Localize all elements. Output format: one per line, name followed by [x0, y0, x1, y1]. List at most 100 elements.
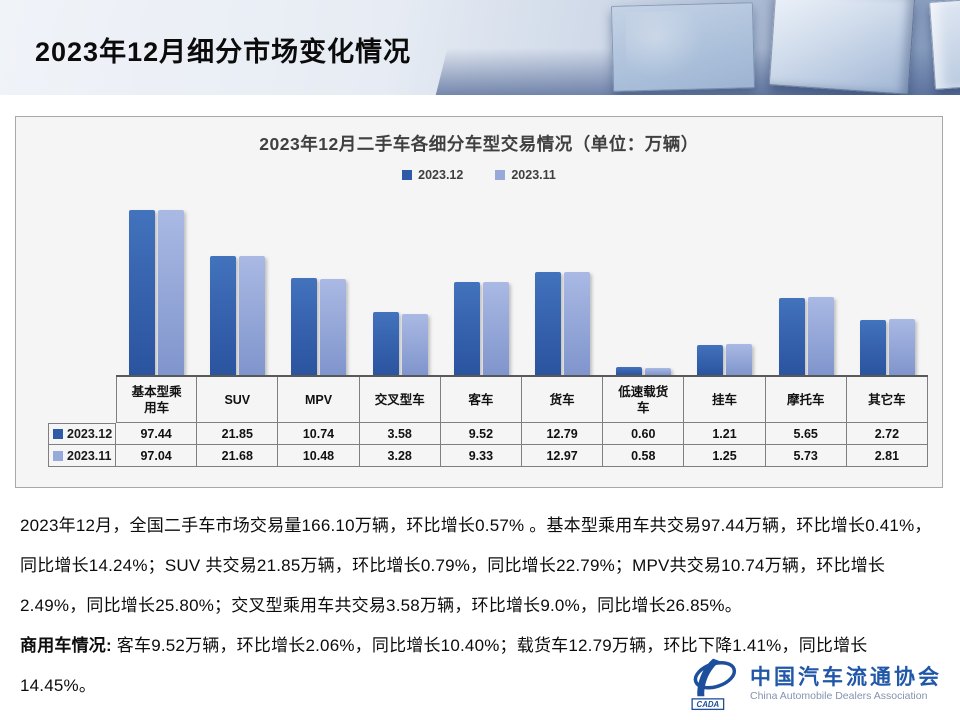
table-row-2023-11: 2023.11 97.04 21.68 10.48 3.28 9.33 12.97 0.58… [48, 445, 928, 467]
value-2023.11-基本型乘用车: 97.04 [116, 445, 198, 467]
bar-2023.12-SUV [210, 256, 237, 375]
bar-2023.12-基本型乘用车 [129, 210, 156, 375]
bar-2023.12-挂车 [697, 345, 724, 375]
plot-left-spacer [48, 185, 116, 377]
value-2023.11-低速载货车: 0.58 [603, 445, 685, 467]
column-header-摩托车: 摩托车 [765, 377, 847, 423]
value-2023.11-其它车: 2.81 [846, 445, 928, 467]
org-name-cn: 中国汽车流通协会 [750, 664, 942, 689]
value-2023.11-挂车: 1.25 [684, 445, 766, 467]
bar-2023.12-低速载货车 [616, 367, 643, 375]
bar-group-摩托车 [766, 185, 847, 375]
legend-item-2023-12: 2023.12 [402, 168, 463, 182]
cada-emblem-icon: CADA [691, 658, 737, 711]
value-2023.12-交叉型车: 3.58 [359, 423, 441, 445]
commercial-rest: 客车9.52万辆，环比增长2.06%，同比增长10.40%；载货车12.79万辆… [20, 636, 868, 695]
chart-card: 2023年12月二手车各细分车型交易情况（单位：万辆） 2023.12 2023… [15, 116, 943, 488]
header-banner: 2023年12月细分市场变化情况 [0, 0, 960, 95]
legend-label-2023-12: 2023.12 [418, 168, 464, 182]
bar-group-SUV [197, 185, 278, 375]
cube-graphic-2 [768, 0, 916, 95]
table-row-2023-12: 2023.12 97.44 21.85 10.74 3.58 9.52 12.79 0.60… [48, 423, 928, 445]
bar-group-MPV [278, 185, 359, 375]
column-header-基本型乘用车: 基本型乘用车 [116, 377, 198, 423]
column-header-其它车: 其它车 [846, 377, 928, 423]
row-swatch-dark-icon [53, 429, 63, 439]
bar-group-低速载货车 [603, 185, 684, 375]
value-2023.12-基本型乘用车: 97.44 [116, 423, 198, 445]
legend-item-2023-11: 2023.11 [495, 168, 556, 182]
bar-group-其它车 [847, 185, 928, 375]
value-2023.12-MPV: 10.74 [278, 423, 360, 445]
bar-2023.12-交叉型车 [372, 312, 399, 375]
org-name-en: China Automobile Dealers Association [750, 689, 928, 702]
value-2023.12-摩托车: 5.65 [765, 423, 847, 445]
chart-title: 2023年12月二手车各细分车型交易情况（单位：万辆） [259, 134, 699, 154]
bar-2023.11-摩托车 [807, 297, 834, 375]
bar-2023.12-MPV [291, 278, 318, 375]
summary-paragraph: 2023年12月，全国二手车市场交易量166.10万辆，环比增长0.57% 。基… [20, 516, 932, 615]
column-header-货车: 货车 [521, 377, 604, 423]
legend-swatch-dark-icon [402, 170, 413, 180]
value-2023.12-挂车: 1.21 [684, 423, 766, 445]
bar-2023.12-客车 [453, 282, 480, 375]
value-2023.12-其它车: 2.72 [846, 423, 928, 445]
legend-label-2023-11: 2023.11 [511, 168, 556, 182]
value-2023.12-低速载货车: 0.60 [603, 423, 685, 445]
value-2023.11-交叉型车: 3.28 [359, 445, 441, 467]
value-2023.11-摩托车: 5.73 [765, 445, 847, 467]
bar-2023.12-货车 [535, 272, 562, 375]
cada-logo: CADA 中国汽车流通协会 China Automobile Dealers A… [682, 654, 946, 714]
column-header-挂车: 挂车 [684, 377, 766, 423]
chart-legend: 2023.12 2023.11 [16, 165, 942, 185]
column-header-低速载货车: 低速载货车 [603, 377, 685, 423]
bar-2023.11-客车 [482, 282, 509, 375]
column-header-交叉型车: 交叉型车 [359, 377, 441, 423]
bar-plot [48, 185, 928, 377]
bar-2023.11-SUV [239, 256, 266, 375]
commercial-label: 商用车情况: [20, 636, 112, 655]
table-cells-2023-12: 97.44 21.85 10.74 3.58 9.52 12.79 0.60 1.21 5.65… [116, 423, 928, 445]
value-2023.11-MPV: 10.48 [278, 445, 360, 467]
bar-2023.11-货车 [564, 272, 591, 375]
cada-emblem-text: CADA [697, 700, 720, 709]
bar-2023.12-摩托车 [778, 298, 805, 375]
value-2023.12-货车: 12.79 [521, 423, 604, 445]
bar-2023.11-挂车 [726, 344, 753, 375]
bar-2023.12-其它车 [859, 320, 886, 375]
bar-2023.11-MPV [320, 279, 347, 375]
commercial-paragraph: 商用车情况: 客车9.52万辆，环比增长2.06%，同比增长10.40%；载货车… [20, 626, 942, 706]
bar-2023.11-其它车 [888, 319, 915, 375]
page-title: 2023年12月细分市场变化情况 [35, 37, 412, 67]
bar-2023.11-低速载货车 [645, 368, 672, 375]
cube-graphic-3 [928, 0, 960, 90]
row-label-text: 2023.12 [67, 427, 113, 441]
value-2023.11-客车: 9.33 [440, 445, 522, 467]
legend-swatch-light-icon [495, 170, 506, 180]
row-label-2023-12: 2023.12 [48, 423, 116, 445]
table-header-cells: 基本型乘用车 SUV MPV 交叉型车 客车 货车 低速载货车 挂车 摩托车 其它车 [116, 377, 928, 423]
column-header-客车: 客车 [440, 377, 522, 423]
bars-area [116, 185, 928, 377]
value-2023.12-客车: 9.52 [440, 423, 522, 445]
summary-text-block: 2023年12月，全国二手车市场交易量166.10万辆，环比增长0.57% 。基… [20, 506, 942, 706]
bar-group-客车 [441, 185, 522, 375]
table-corner-cell [48, 377, 116, 423]
value-2023.11-货车: 12.97 [521, 445, 604, 467]
table-cells-2023-11: 97.04 21.68 10.48 3.28 9.33 12.97 0.58 1.25 5.73… [116, 445, 928, 467]
column-header-MPV: MPV [278, 377, 360, 423]
table-header-row: 基本型乘用车 SUV MPV 交叉型车 客车 货车 低速载货车 挂车 摩托车 其它车 [48, 377, 928, 423]
bar-group-基本型乘用车 [116, 185, 197, 375]
bar-group-挂车 [684, 185, 765, 375]
row-label-text: 2023.11 [67, 448, 112, 463]
row-label-2023-11: 2023.11 [48, 445, 116, 467]
value-2023.11-SUV: 21.68 [197, 445, 279, 467]
bar-group-货车 [522, 185, 603, 375]
bar-2023.11-交叉型车 [401, 314, 428, 375]
value-2023.12-SUV: 21.85 [197, 423, 279, 445]
bar-group-交叉型车 [360, 185, 441, 375]
org-names: 中国汽车流通协会 China Automobile Dealers Associ… [750, 664, 942, 703]
bar-2023.11-基本型乘用车 [158, 210, 185, 375]
column-header-SUV: SUV [197, 377, 279, 423]
